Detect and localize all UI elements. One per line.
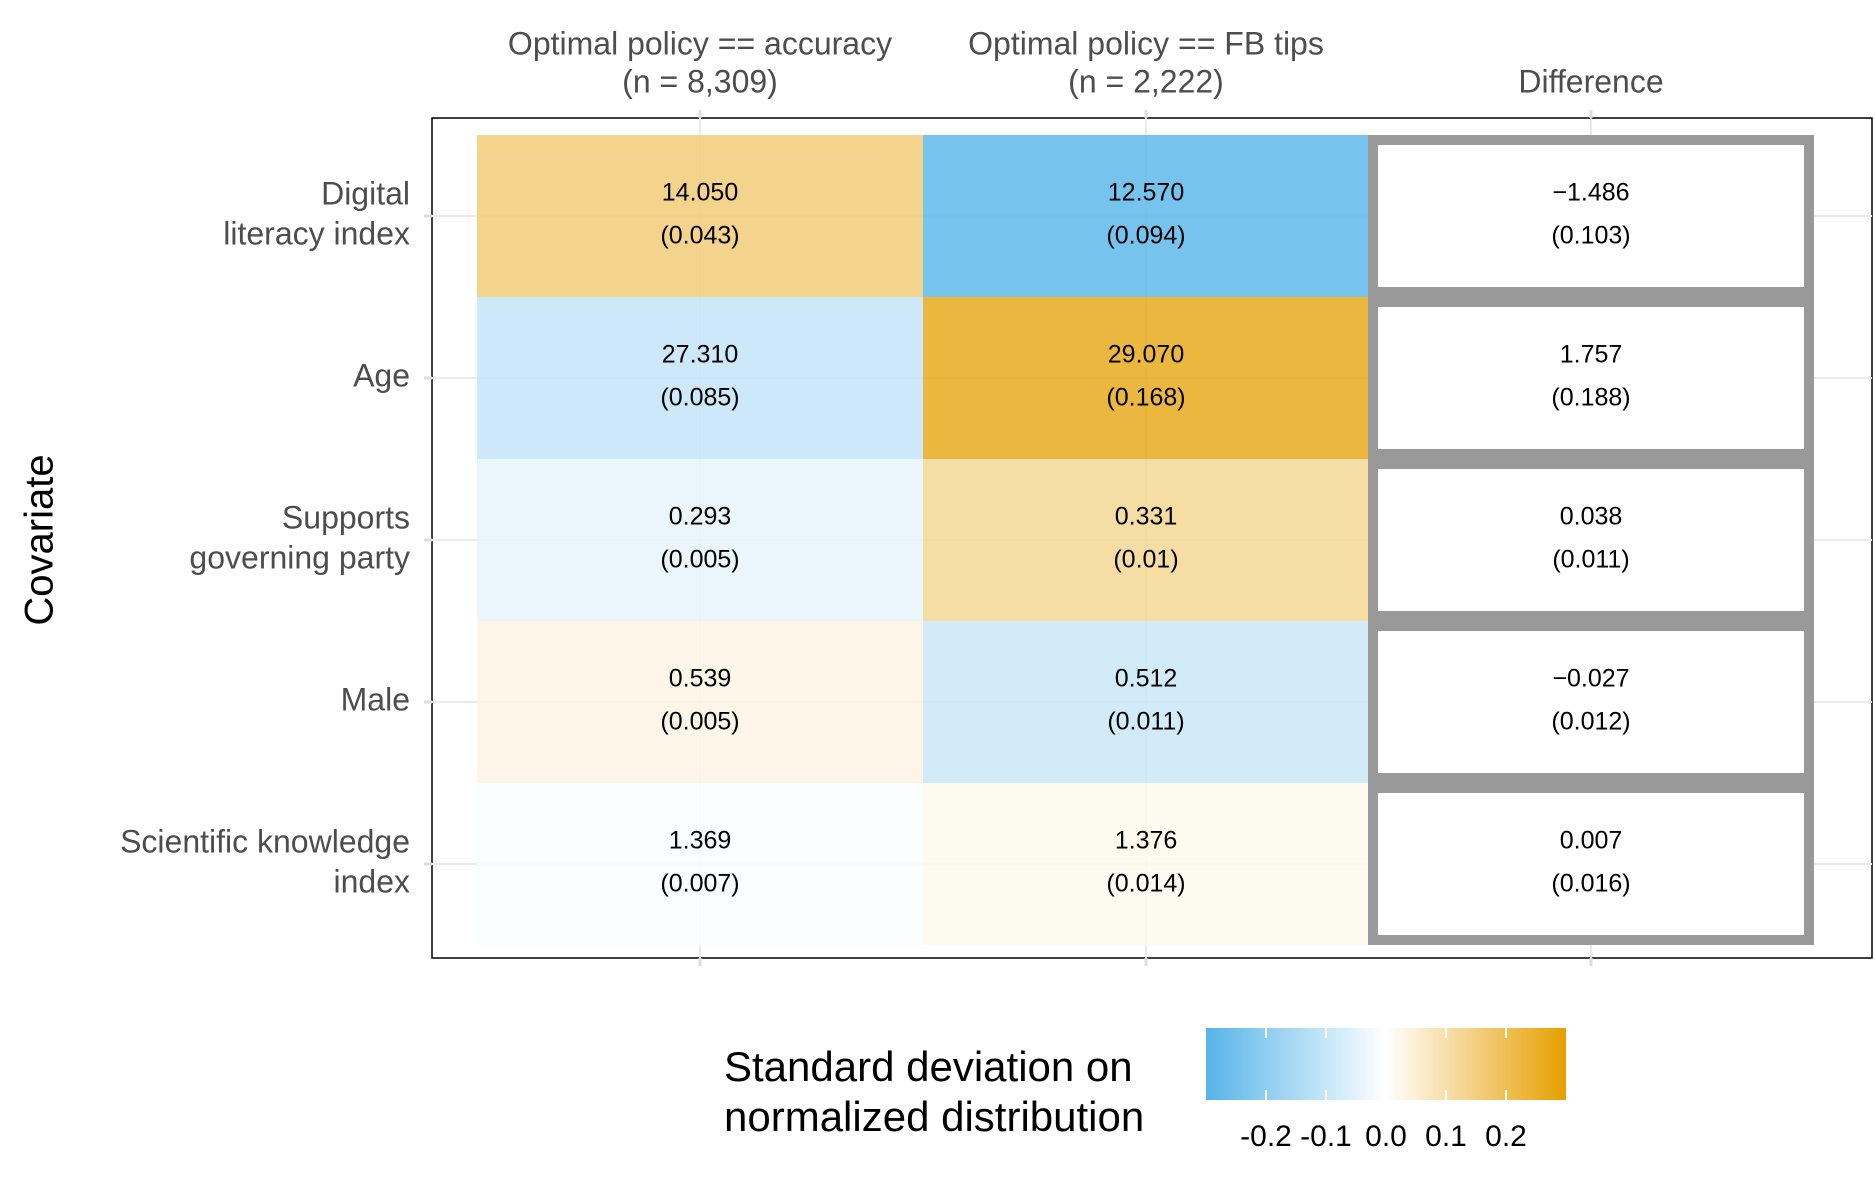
column-header: (n = 8,309) (622, 63, 778, 99)
heat-cell (477, 297, 923, 459)
legend-tick-label: -0.1 (1300, 1120, 1352, 1153)
cell-se: (0.103) (1551, 222, 1630, 250)
heat-cell (477, 459, 923, 621)
cell-se: (0.005) (660, 546, 739, 574)
heat-cell (923, 135, 1369, 297)
difference-cell (1368, 135, 1814, 297)
cell-mean: 14.050 (662, 179, 738, 207)
cell-mean: 0.539 (669, 665, 732, 693)
heat-cell (477, 783, 923, 945)
heat-cell (923, 459, 1369, 621)
cell-mean: 27.310 (662, 341, 738, 369)
cell-se: (0.016) (1551, 870, 1630, 898)
heat-cell (923, 621, 1369, 783)
cell-se: (0.085) (660, 384, 739, 412)
difference-cell (1368, 783, 1814, 945)
cell-se: (0.188) (1551, 384, 1630, 412)
cell-se: (0.007) (660, 870, 739, 898)
cell-mean: 1.757 (1560, 341, 1623, 369)
cell-mean: 0.007 (1560, 827, 1623, 855)
heat-cell (477, 621, 923, 783)
difference-cell (1368, 297, 1814, 459)
legend-tick-label: -0.2 (1240, 1120, 1292, 1153)
row-label: Male (341, 681, 410, 717)
row-label: governing party (189, 539, 410, 575)
legend-tick-label: 0.0 (1365, 1120, 1407, 1153)
cell-se: (0.011) (1552, 546, 1629, 574)
column-header: Optimal policy == accuracy (508, 25, 892, 61)
row-label: Age (353, 357, 410, 393)
cell-mean: −0.027 (1552, 665, 1629, 693)
column-header: Optimal policy == FB tips (968, 25, 1324, 61)
column-header: (n = 2,222) (1068, 63, 1224, 99)
legend-colorbar (1206, 1028, 1566, 1100)
cell-se: (0.012) (1551, 708, 1630, 736)
legend-title: Standard deviation on (724, 1043, 1133, 1090)
legend-title: normalized distribution (724, 1093, 1144, 1140)
cell-mean: 1.376 (1115, 827, 1178, 855)
row-label: index (334, 863, 411, 899)
cell-mean: 29.070 (1108, 341, 1184, 369)
difference-cell (1368, 621, 1814, 783)
heat-cell (477, 135, 923, 297)
cell-se: (0.005) (660, 708, 739, 736)
cell-se: (0.168) (1106, 384, 1185, 412)
row-label: literacy index (223, 215, 410, 251)
column-header: Difference (1518, 63, 1663, 99)
cell-se: (0.014) (1106, 870, 1185, 898)
row-label: Supports (282, 499, 410, 535)
cell-se: (0.01) (1113, 546, 1178, 574)
heat-cell (923, 783, 1369, 945)
cell-mean: 0.038 (1560, 503, 1623, 531)
cell-mean: −1.486 (1552, 179, 1629, 207)
y-axis-label: Covariate (18, 454, 62, 625)
cell-se: (0.011) (1107, 708, 1184, 736)
cell-mean: 1.369 (669, 827, 732, 855)
panel-border (431, 117, 1873, 959)
cell-mean: 0.293 (669, 503, 732, 531)
row-label: Digital (321, 175, 410, 211)
cell-se: (0.094) (1106, 222, 1185, 250)
row-label: Scientific knowledge (120, 823, 410, 859)
cell-mean: 12.570 (1108, 179, 1184, 207)
heat-cell (923, 297, 1369, 459)
legend-tick-label: 0.1 (1425, 1120, 1467, 1153)
difference-cell (1368, 459, 1814, 621)
cell-se: (0.043) (660, 222, 739, 250)
legend-tick-label: 0.2 (1485, 1120, 1527, 1153)
cell-mean: 0.512 (1115, 665, 1178, 693)
cell-mean: 0.331 (1115, 503, 1178, 531)
